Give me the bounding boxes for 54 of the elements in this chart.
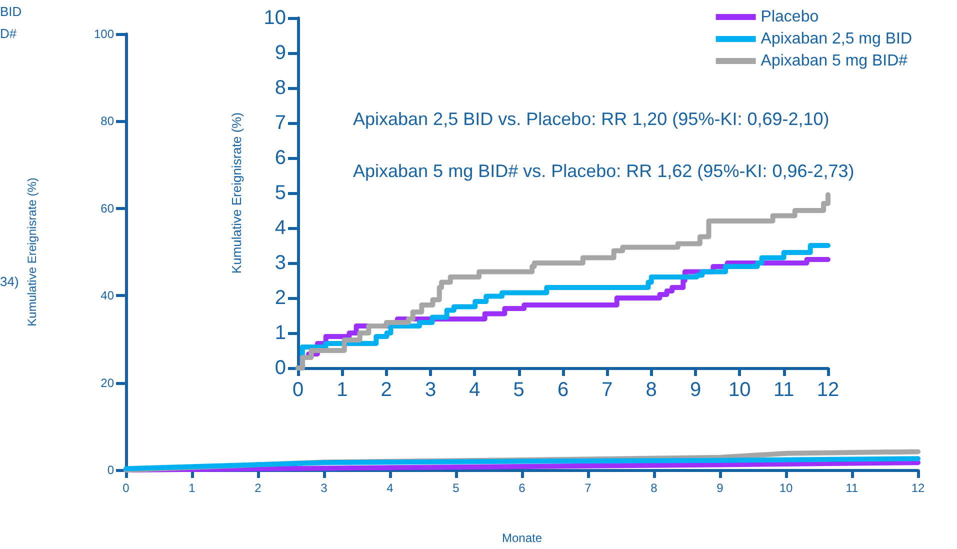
y-axis-title: Kumulative Ereignisrate (%) bbox=[229, 112, 244, 274]
x-tick-label: 3 bbox=[320, 481, 328, 495]
x-tick-label: 4 bbox=[386, 481, 394, 495]
x-axis-title: Monate bbox=[502, 531, 542, 545]
x-tick-label: 9 bbox=[716, 481, 724, 495]
x-tick-label: 7 bbox=[584, 481, 592, 495]
x-tick-label: 1 bbox=[336, 379, 348, 401]
y-tick-label: 0 bbox=[274, 357, 286, 379]
text: BID bbox=[0, 4, 22, 19]
x-tick-label: 8 bbox=[646, 379, 657, 401]
x-tick-label: 5 bbox=[513, 379, 524, 401]
x-tick-label: 1 bbox=[188, 481, 196, 495]
y-tick-label: 3 bbox=[274, 252, 286, 274]
x-tick-label: 10 bbox=[728, 379, 751, 401]
y-tick-label: 20 bbox=[100, 376, 114, 390]
y-tick-label: 60 bbox=[100, 201, 114, 216]
x-tick-label: 2 bbox=[380, 379, 392, 401]
y-tick-label: 8 bbox=[274, 77, 286, 99]
x-tick-label: 3 bbox=[424, 379, 436, 401]
text: 34) bbox=[0, 274, 19, 289]
x-tick-label: 11 bbox=[773, 379, 794, 401]
y-tick-label: 2 bbox=[274, 287, 286, 309]
y-tick-label: 80 bbox=[100, 114, 114, 128]
x-tick-label: 7 bbox=[602, 379, 613, 401]
x-tick-label: 2 bbox=[254, 481, 262, 495]
x-tick-label: 8 bbox=[650, 481, 658, 495]
y-tick-label: 40 bbox=[100, 288, 114, 303]
x-tick-label: 5 bbox=[452, 481, 460, 495]
x-tick-label: 11 bbox=[846, 481, 859, 495]
y-tick-label: 100 bbox=[94, 27, 114, 41]
x-tick-label: 9 bbox=[690, 379, 702, 401]
x-tick-label: 6 bbox=[518, 481, 526, 495]
x-tick-label: 0 bbox=[122, 481, 130, 495]
y-tick-label: 7 bbox=[274, 112, 286, 134]
legend-label: Apixaban 5 mg BID# bbox=[760, 52, 908, 70]
x-tick-label: 4 bbox=[469, 379, 480, 401]
x-tick-label: 0 bbox=[292, 379, 304, 401]
x-tick-label: 12 bbox=[911, 481, 925, 495]
x-tick-label: 10 bbox=[779, 481, 793, 495]
y-tick-label: 5 bbox=[274, 182, 286, 204]
x-tick-label: 12 bbox=[816, 379, 840, 401]
y-tick-label: 1 bbox=[274, 322, 286, 344]
text: D# bbox=[0, 26, 18, 41]
y-tick-label: 0 bbox=[107, 463, 114, 477]
y-tick-label: 10 bbox=[264, 7, 286, 29]
x-tick-label: 6 bbox=[557, 379, 569, 401]
legend-label: Placebo bbox=[760, 8, 819, 26]
y-tick-label: 6 bbox=[274, 147, 286, 169]
y-tick-label: 4 bbox=[274, 217, 286, 239]
legend-label: Apixaban 2,5 mg BID bbox=[760, 30, 912, 48]
annotation: Apixaban 2,5 BID vs. Placebo: RR 1,20 (95%-KI: 0,69-2,10) bbox=[353, 109, 830, 129]
annotation: Apixaban 5 mg BID# vs. Placebo: RR 1,62 (95%-KI: 0,96-2,73) bbox=[353, 161, 854, 181]
y-axis-title: Kumulative Ereignisrate (%) bbox=[25, 178, 39, 326]
y-tick-label: 9 bbox=[274, 42, 286, 64]
